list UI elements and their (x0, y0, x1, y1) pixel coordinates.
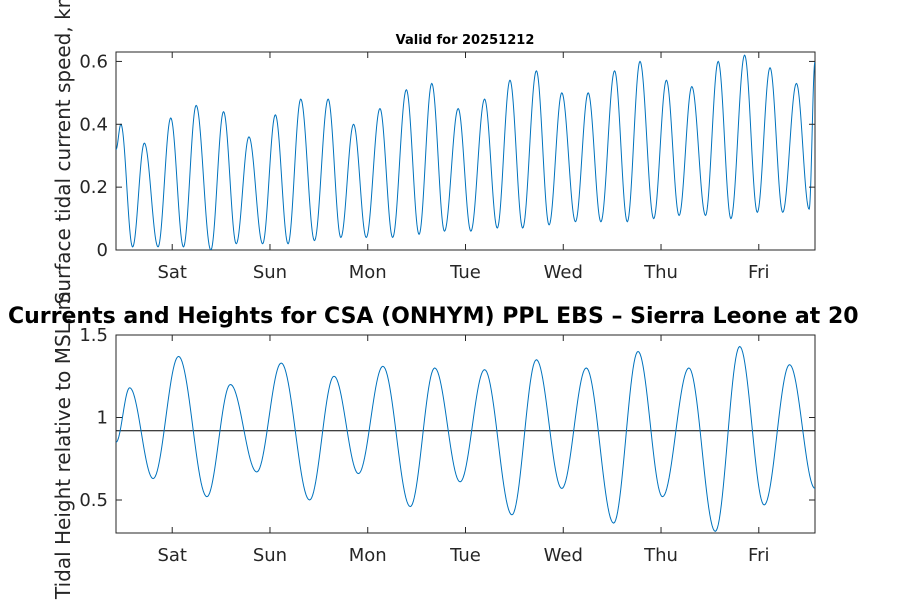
current-speed-y-axis-label: Surface tidal current speed, kn (51, 0, 75, 304)
current-speed-x-tick-label: Thu (643, 262, 678, 283)
current-speed-y-tick-label: 0.4 (79, 114, 108, 135)
tidal-height-axes-box (115, 334, 816, 534)
tidal-height-plot-area: 0.5 1 1.5 Sat Sun Mon Tue Wed Thu Fri (79, 325, 816, 566)
current-speed-y-tick-label: 0.6 (79, 51, 108, 72)
current-speed-x-tick-label: Mon (349, 262, 387, 283)
current-speed-axes-box (115, 51, 816, 251)
tidal-height-x-tick-label: Sun (253, 545, 287, 566)
current-speed-y-tick-label: 0.2 (79, 177, 108, 198)
tidal-height-x-tick-label: Sat (157, 545, 187, 566)
tidal-height-x-tick-label: Thu (643, 545, 678, 566)
current-speed-y-tick-label: 0 (97, 240, 108, 261)
tidal-height-x-tick-label: Wed (544, 545, 583, 566)
tidal-height-x-tick-label: Fri (748, 545, 769, 566)
tidal-height-x-tick-label: Mon (349, 545, 387, 566)
tidal-height-y-tick-label: 0.5 (79, 490, 108, 511)
current-speed-x-tick-label: Tue (449, 262, 481, 283)
current-speed-x-tick-label: Wed (544, 262, 583, 283)
chart-title-currents-heights: Currents and Heights for CSA (ONHYM) PPL… (8, 304, 859, 329)
chart-title-valid-for: Valid for 20251212 (396, 33, 535, 48)
current-speed-x-tick-label: Sat (157, 262, 187, 283)
tidal-height-y-tick-label: 1.5 (79, 325, 108, 346)
tidal-height-series-line (116, 345, 815, 532)
current-speed-chart: Valid for 20251212 0 0.2 0.4 0.6 Sat Sun Mon Tu… (51, 0, 816, 304)
current-speed-series-line (116, 54, 815, 250)
current-speed-x-tick-label: Sun (253, 262, 287, 283)
current-speed-x-tick-label: Fri (748, 262, 769, 283)
current-speed-plot-area: 0 0.2 0.4 0.6 Sat Sun Mon Tue Wed Thu Fri (79, 51, 816, 283)
tidal-height-y-tick-label: 1 (97, 408, 108, 429)
tidal-height-x-tick-label: Tue (449, 545, 481, 566)
tidal-height-chart: Currents and Heights for CSA (ONHYM) PPL… (8, 291, 859, 600)
tidal-height-y-axis-label: Tidal Height relative to MSL, m (51, 291, 75, 600)
